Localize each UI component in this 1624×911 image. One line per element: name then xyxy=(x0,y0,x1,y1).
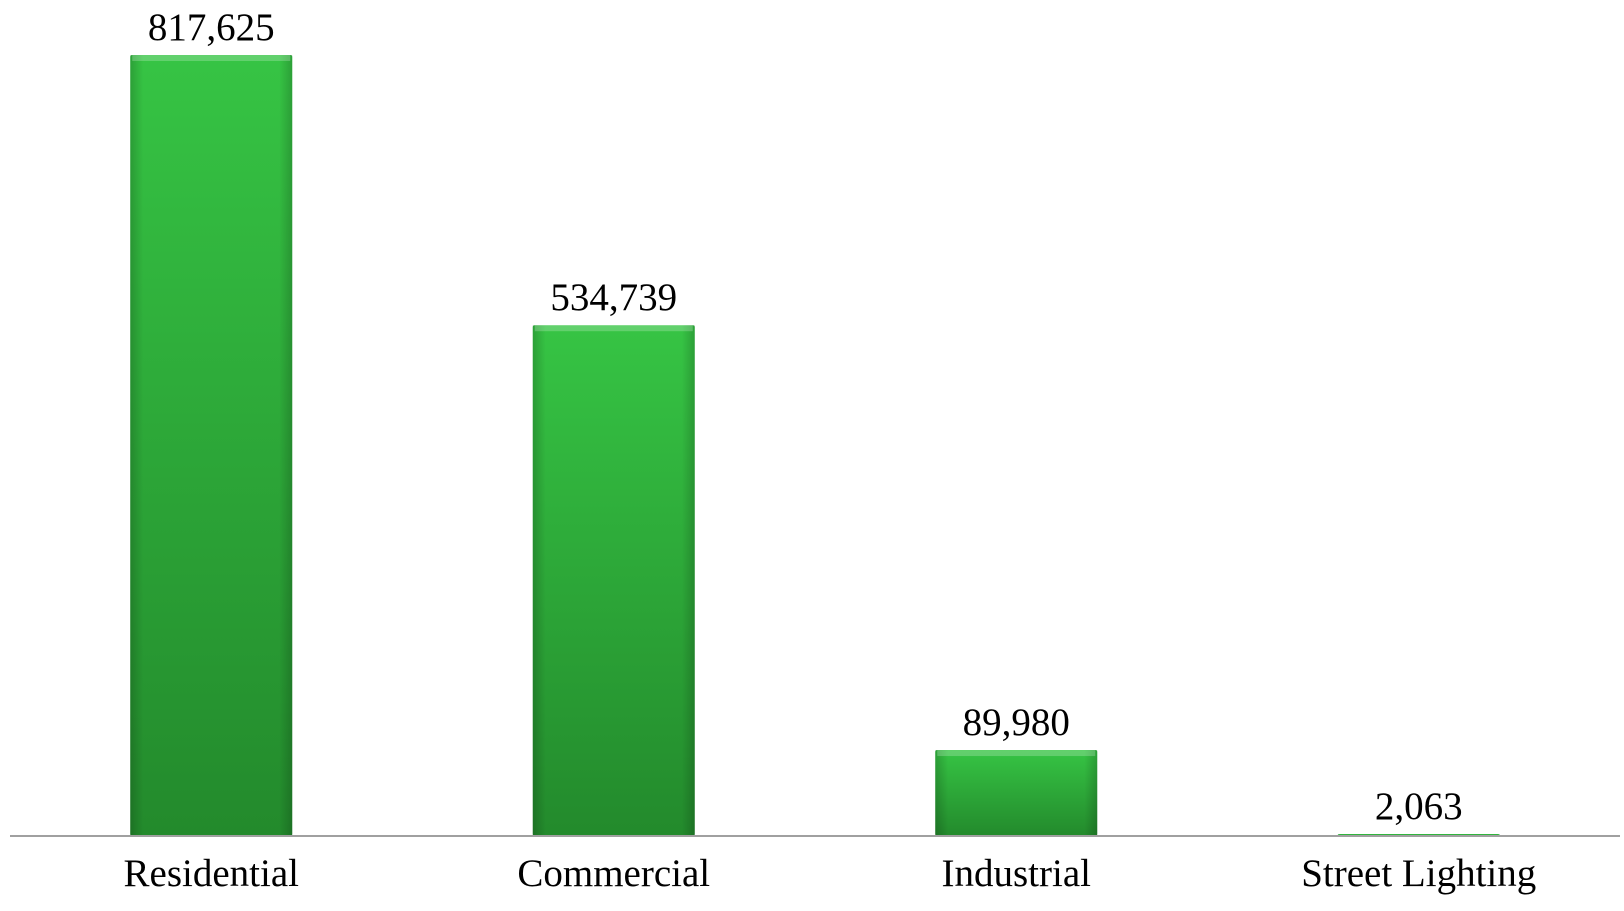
value-label-commercial: 534,739 xyxy=(550,276,677,319)
value-label-industrial: 89,980 xyxy=(963,701,1070,744)
bar-bevel-industrial xyxy=(937,750,1096,757)
bar-shading-residential xyxy=(130,55,293,836)
bar-shading-commercial xyxy=(532,325,695,836)
labels-layer: 817,625 Residential 534,739 Commercial 89,98… xyxy=(124,6,1537,895)
value-label-street-lighting: 2,063 xyxy=(1375,785,1463,828)
bar-bevel-commercial xyxy=(534,325,693,332)
bar-shading-industrial xyxy=(935,750,1098,836)
bar-bevel-residential xyxy=(132,55,291,61)
category-label-industrial: Industrial xyxy=(942,852,1092,895)
bars-layer xyxy=(130,55,1500,836)
value-label-residential: 817,625 xyxy=(148,6,275,49)
category-label-commercial: Commercial xyxy=(517,852,710,895)
category-label-residential: Residential xyxy=(124,852,300,895)
category-label-street-lighting: Street Lighting xyxy=(1301,852,1536,895)
